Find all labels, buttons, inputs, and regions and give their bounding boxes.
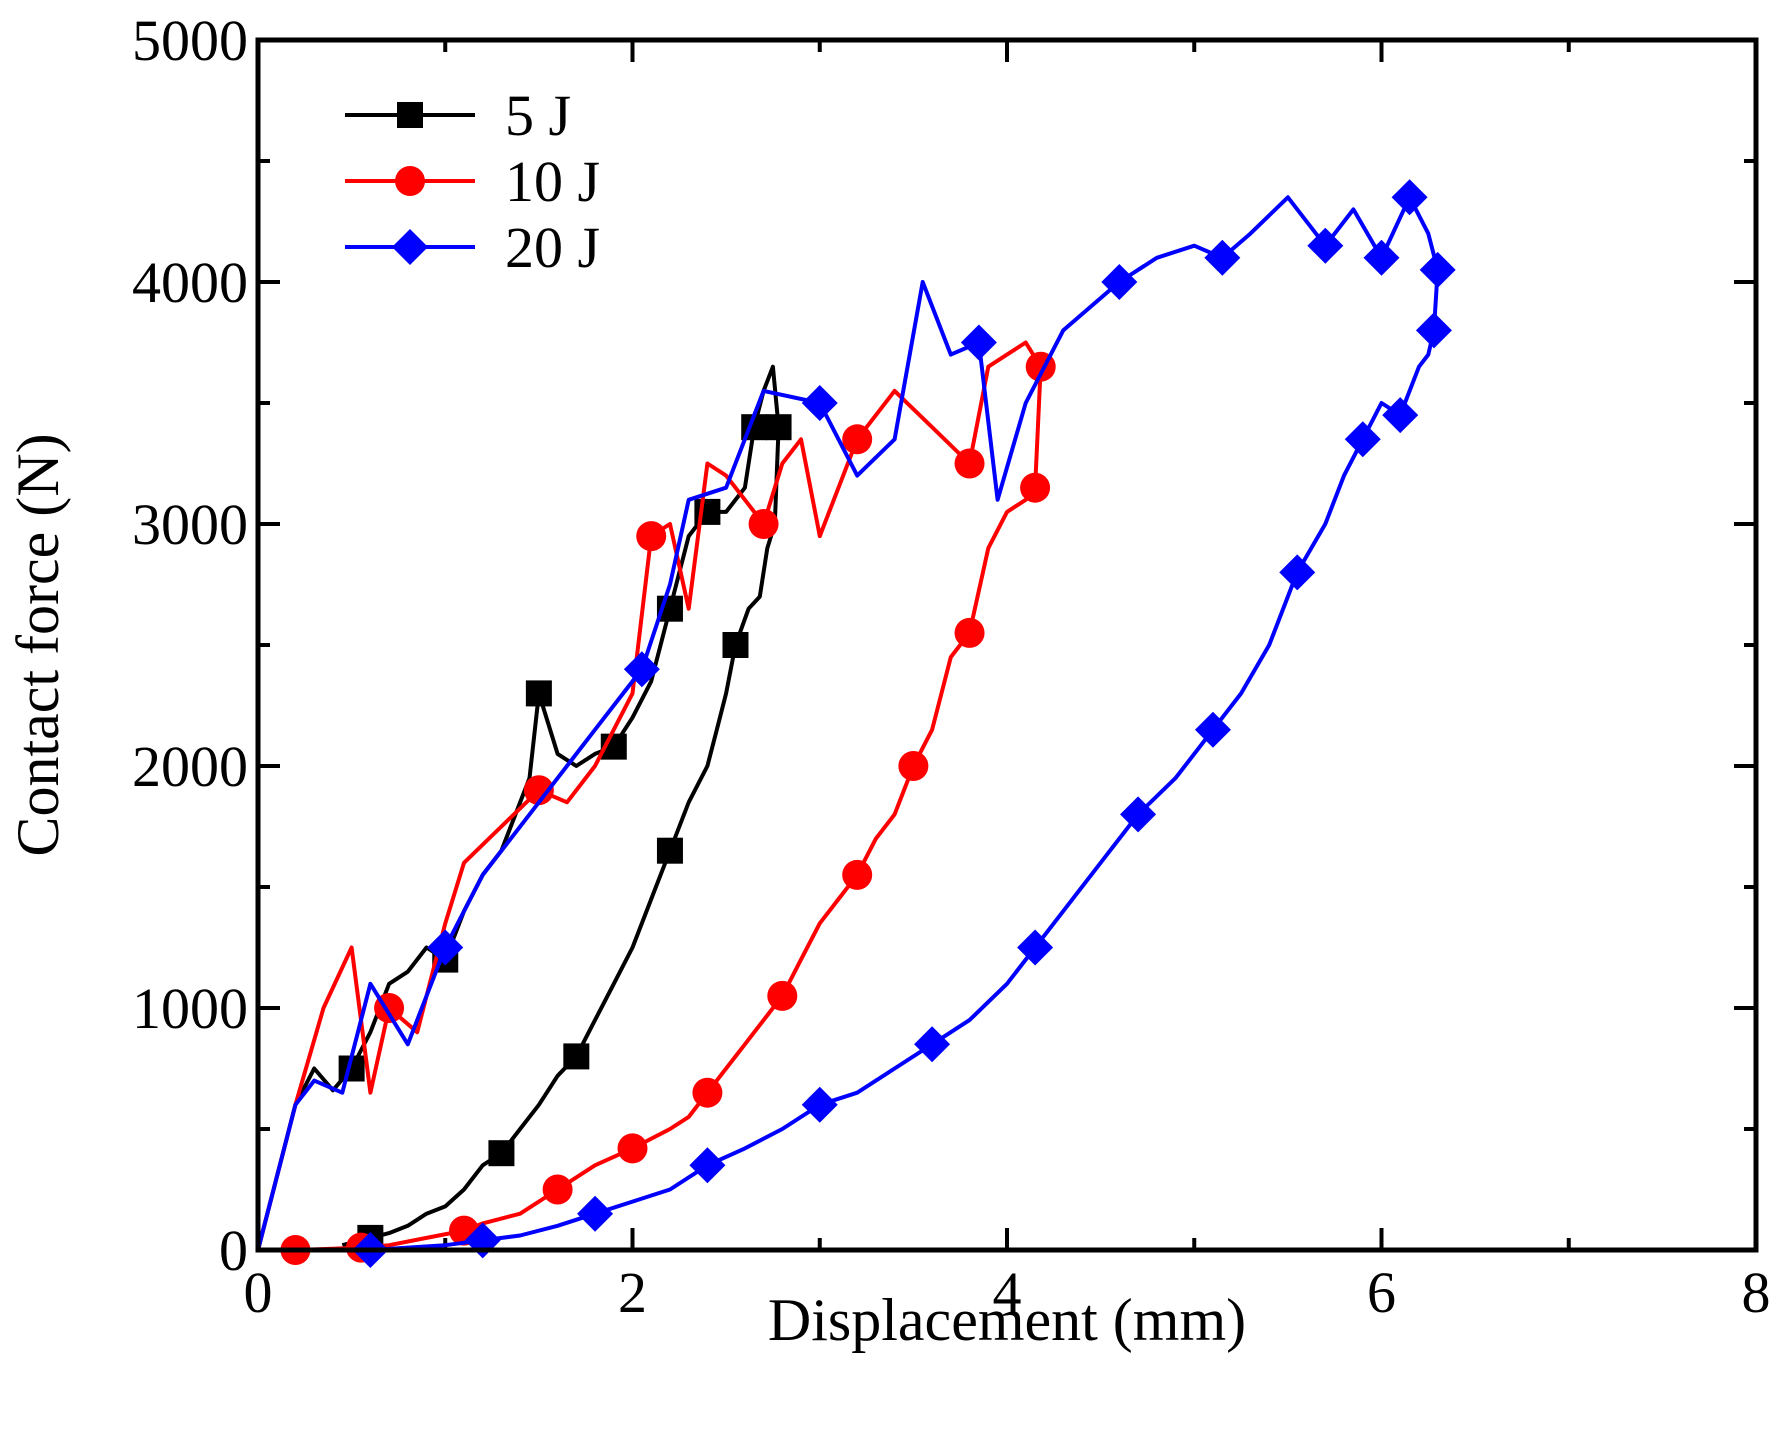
data-point-marker	[692, 1077, 723, 1108]
series-20j	[256, 179, 1456, 1268]
data-point-marker	[488, 1140, 515, 1167]
data-point-marker	[842, 859, 873, 890]
data-point-marker	[636, 521, 667, 552]
data-point-marker	[748, 509, 779, 539]
series-5j	[256, 364, 792, 1251]
legend-label: 10 J	[505, 149, 600, 214]
y-tick-label: 4000	[132, 250, 248, 315]
data-point-marker	[1382, 397, 1419, 434]
data-point-marker	[617, 1133, 648, 1164]
data-point-marker	[1101, 264, 1138, 300]
legend-marker	[397, 102, 423, 128]
data-point-marker	[1391, 179, 1428, 216]
data-point-marker	[1017, 929, 1054, 966]
legend-label: 5 J	[505, 83, 571, 148]
tick-layer	[256, 38, 1758, 1252]
x-tick-label: 8	[1742, 1260, 1771, 1325]
data-point-marker	[523, 775, 554, 806]
y-tick-label: 5000	[132, 8, 248, 73]
series-line	[256, 340, 1043, 1252]
data-point-marker	[1415, 312, 1452, 349]
data-point-marker	[1194, 711, 1231, 748]
data-point-marker	[542, 1174, 573, 1205]
data-point-marker	[898, 751, 929, 781]
data-point-marker	[1419, 251, 1456, 288]
x-tick-label: 6	[1367, 1260, 1396, 1325]
legend-entry: 10 J	[345, 149, 600, 214]
y-tick-label: 1000	[132, 976, 248, 1041]
data-point-marker	[1363, 239, 1400, 276]
data-point-marker	[765, 414, 792, 441]
data-point-marker	[767, 980, 798, 1011]
legend-marker	[395, 166, 425, 196]
data-point-marker	[525, 680, 552, 707]
data-point-marker	[1279, 554, 1316, 591]
data-point-marker	[960, 324, 997, 361]
series-line	[256, 195, 1440, 1252]
x-tick-label: 4	[993, 1260, 1022, 1325]
data-point-marker	[563, 1043, 590, 1070]
data-point-marker	[1120, 796, 1157, 833]
x-axis-label: Displacement (mm)	[768, 1287, 1246, 1353]
data-point-marker	[914, 1026, 951, 1063]
legend: 5 J10 J20 J	[345, 83, 600, 280]
data-point-marker	[1344, 421, 1381, 458]
legend-entry: 20 J	[345, 215, 600, 280]
legend-label: 20 J	[505, 215, 600, 280]
y-axis-label: Contact force (N)	[5, 433, 71, 856]
data-point-marker	[1204, 239, 1241, 276]
y-tick-label: 2000	[132, 734, 248, 799]
data-point-marker	[427, 929, 464, 966]
data-point-marker	[801, 1086, 838, 1123]
data-point-marker	[1307, 227, 1344, 264]
data-point-marker	[623, 651, 660, 688]
data-point-marker	[689, 1147, 726, 1184]
data-point-marker	[954, 448, 985, 479]
x-tick-label: 2	[618, 1260, 647, 1325]
y-tick-label: 3000	[132, 492, 248, 557]
data-point-marker	[656, 837, 683, 864]
tick-label-layer: 0 2 4 6 8 0 1000 2000 3000 4000 5000	[132, 8, 1771, 1325]
legend-entry: 5 J	[345, 83, 571, 148]
data-point-marker	[954, 617, 985, 648]
series-10j	[256, 340, 1056, 1265]
data-point-marker	[722, 632, 749, 658]
x-tick-label: 0	[244, 1260, 273, 1325]
series-layer	[256, 179, 1456, 1268]
data-point-marker	[842, 424, 873, 455]
y-tick-label: 0	[219, 1218, 248, 1283]
data-point-marker	[1020, 472, 1051, 503]
plot-frame	[255, 37, 1759, 1253]
data-point-marker	[801, 385, 838, 421]
data-point-marker	[577, 1195, 614, 1232]
legend-marker	[392, 229, 428, 265]
